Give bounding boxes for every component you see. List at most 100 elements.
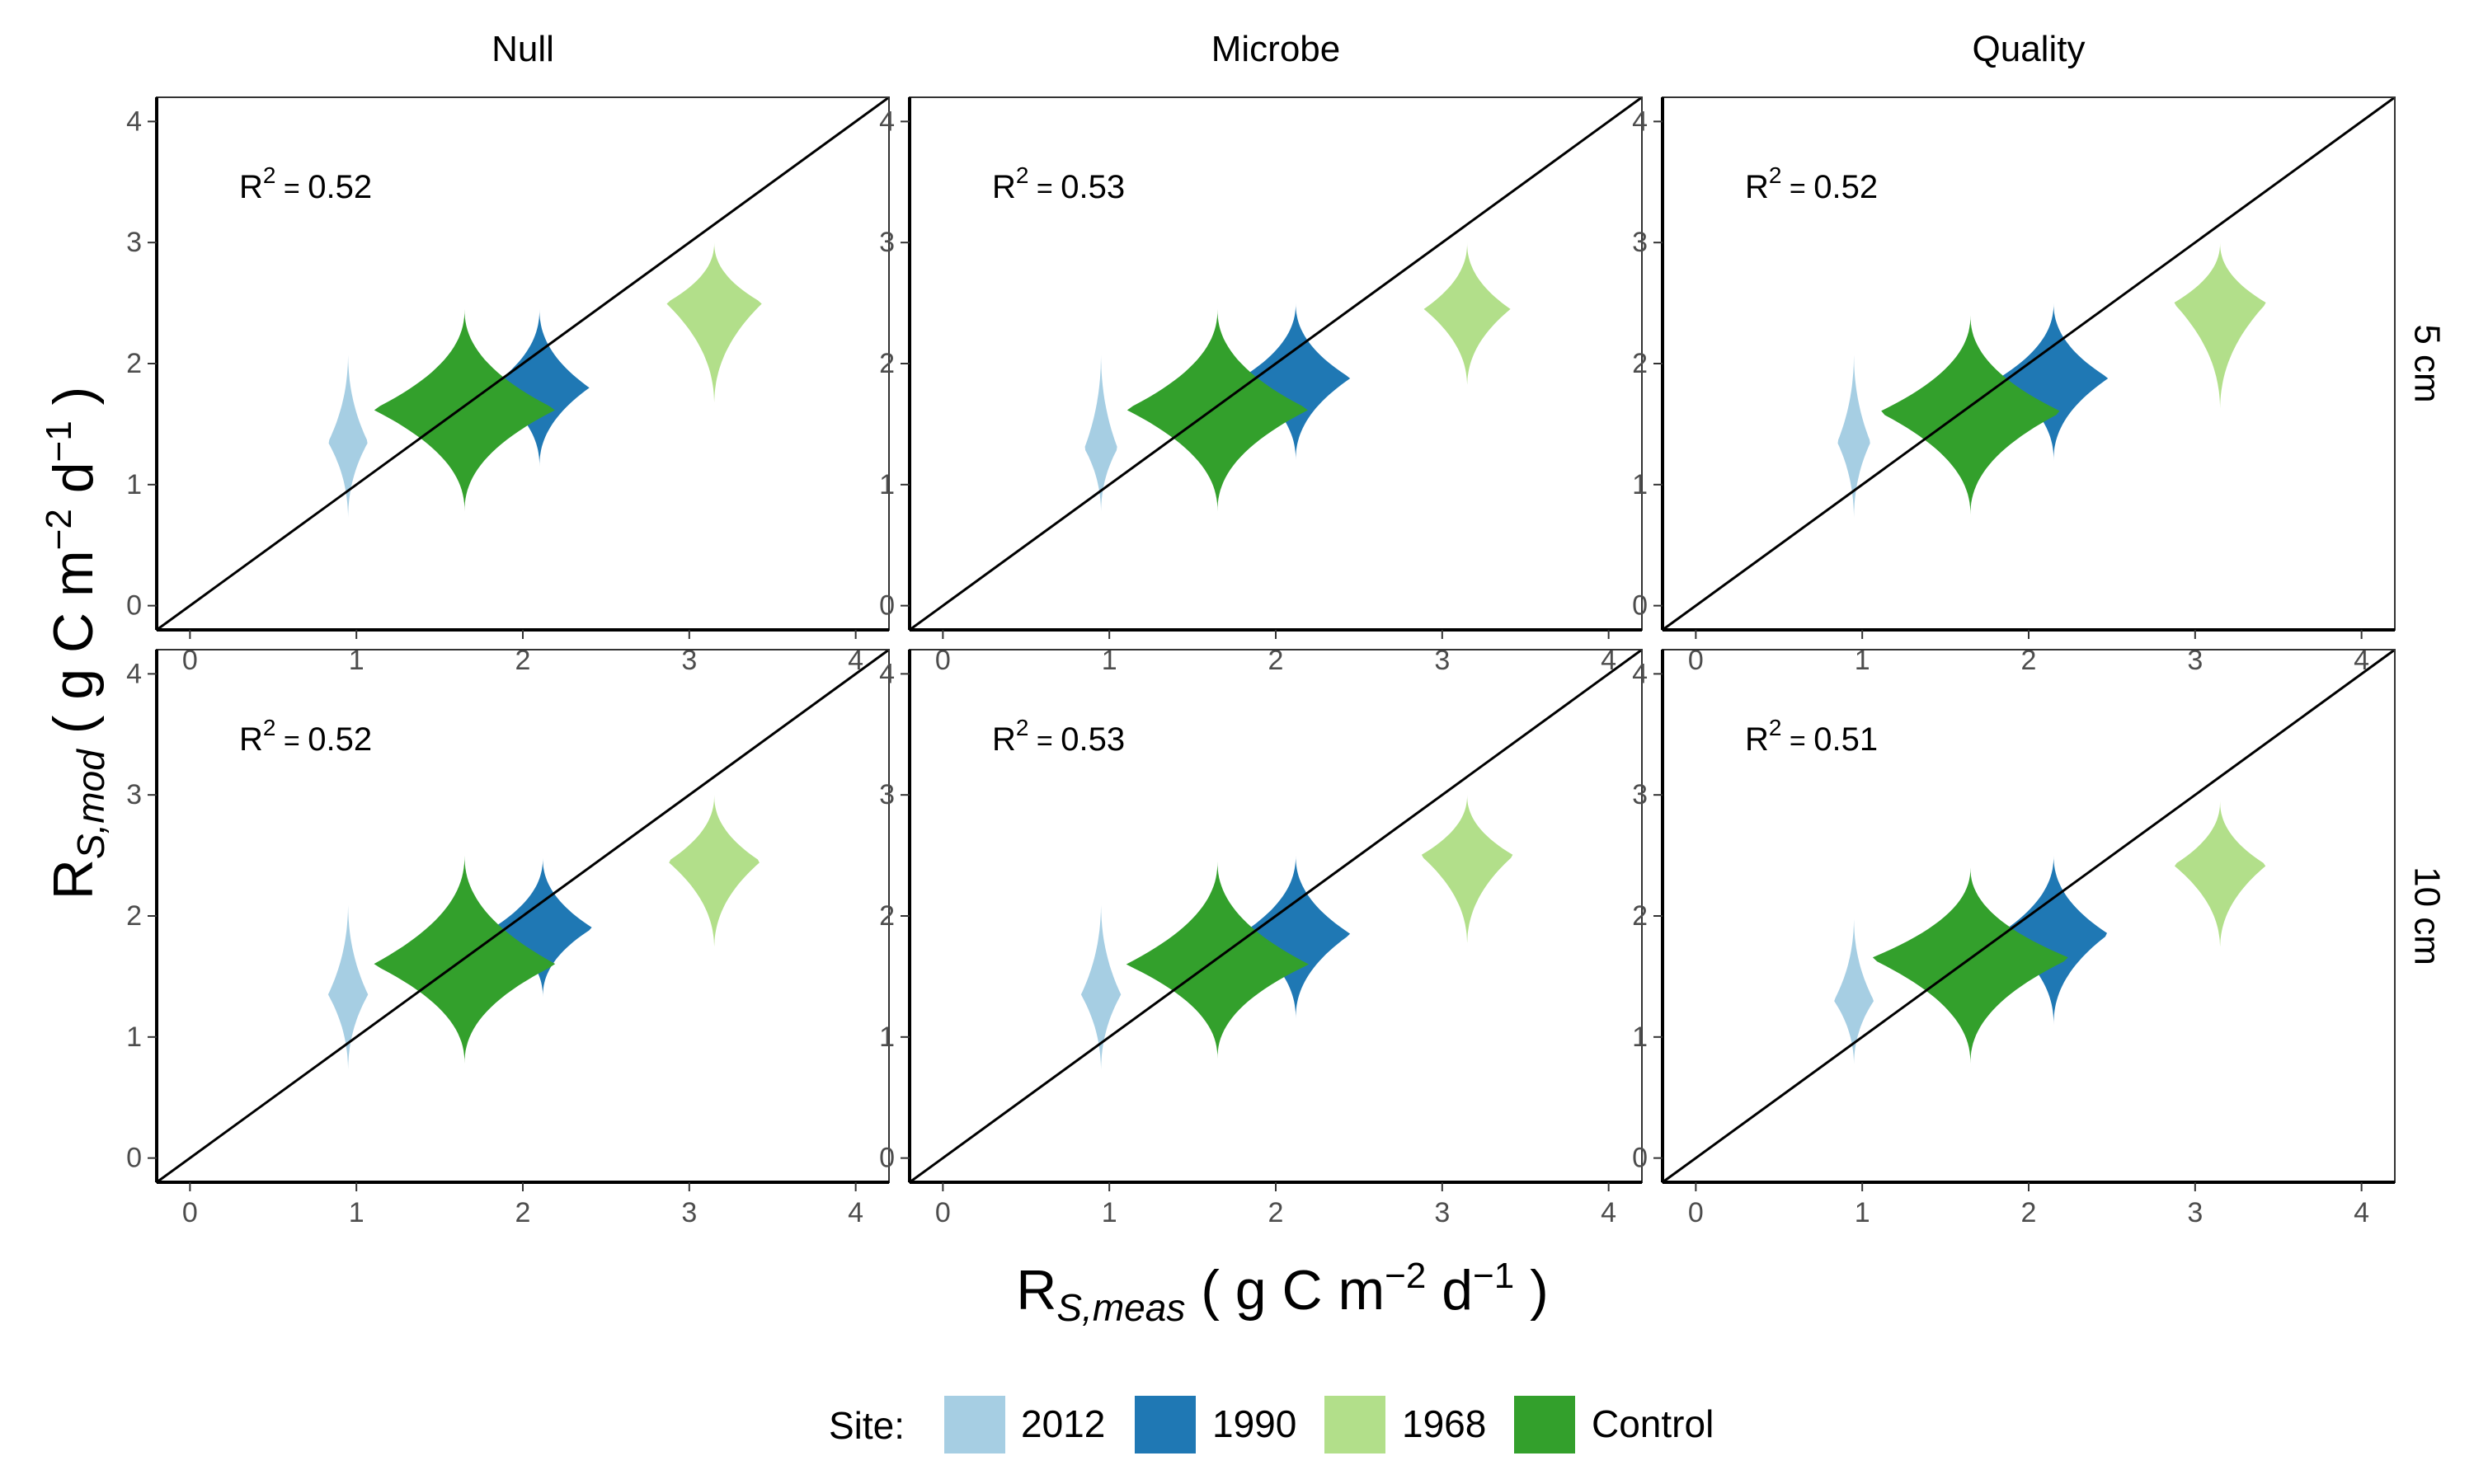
r2-symbol: R bbox=[1745, 721, 1769, 758]
x-tick-label: 0 bbox=[935, 1197, 951, 1228]
plot-area bbox=[1663, 97, 2395, 630]
x-axis-title-exp2: −1 bbox=[1473, 1256, 1514, 1296]
r2-equals: = bbox=[1028, 726, 1061, 757]
violin-control bbox=[1126, 308, 1308, 512]
r2-symbol: R bbox=[992, 169, 1016, 205]
x-tick-label: 4 bbox=[848, 645, 863, 676]
x-axis-title-open: ( g C m bbox=[1185, 1259, 1385, 1322]
violin-1990 bbox=[1999, 303, 2109, 461]
x-tick-label: 1 bbox=[1855, 645, 1870, 676]
plot-area bbox=[157, 650, 889, 1182]
x-axis-title-close: ) bbox=[1514, 1259, 1549, 1322]
x-tick-label: 3 bbox=[681, 1197, 697, 1228]
y-axis-title-mid: d bbox=[42, 462, 105, 509]
violin-control bbox=[1126, 861, 1310, 1059]
y-tick-label: 3 bbox=[1632, 779, 1648, 810]
identity-line bbox=[157, 97, 889, 630]
r2-value: 0.51 bbox=[1813, 721, 1878, 758]
r2-exponent: 2 bbox=[263, 162, 276, 188]
x-tick-label: 4 bbox=[1601, 645, 1616, 676]
y-tick-label: 3 bbox=[126, 779, 142, 810]
y-tick-label: 0 bbox=[1632, 1143, 1648, 1174]
violin-2012 bbox=[1834, 916, 1874, 1068]
strip-label-5-cm: 5 cm bbox=[2406, 324, 2447, 402]
r2-exponent: 2 bbox=[1769, 715, 1782, 740]
y-axis-title: RS,mod ( g C m−2 d−1 ) bbox=[39, 387, 112, 899]
x-tick-label: 2 bbox=[515, 645, 531, 676]
violin-1968 bbox=[1421, 795, 1513, 946]
legend: Site: 2012 1990 1968 Control bbox=[829, 1396, 1714, 1453]
r2-exponent: 2 bbox=[1016, 162, 1029, 188]
y-tick-label: 2 bbox=[1632, 900, 1648, 932]
y-axis-title-open: ( g C m bbox=[42, 550, 105, 749]
r2-annotation: R2 = 0.52 bbox=[239, 715, 372, 758]
r2-annotation: R2 = 0.51 bbox=[1745, 715, 1878, 758]
x-tick-label: 1 bbox=[1102, 1197, 1117, 1228]
strip-label-quality: Quality bbox=[1973, 29, 2086, 69]
x-tick-label: 1 bbox=[349, 645, 365, 676]
violin-1990 bbox=[489, 308, 590, 467]
y-tick-label: 0 bbox=[879, 590, 895, 622]
r2-equals: = bbox=[1028, 173, 1061, 204]
violin-1990 bbox=[1241, 855, 1351, 1019]
legend-key-2012 bbox=[944, 1396, 1005, 1453]
violin-1968 bbox=[1423, 242, 1511, 388]
r2-annotation: R2 = 0.53 bbox=[992, 715, 1125, 758]
r2-symbol: R bbox=[1745, 169, 1769, 205]
y-tick-label: 2 bbox=[879, 348, 895, 379]
r2-value: 0.52 bbox=[1813, 169, 1878, 205]
y-axis-title-exp2: −1 bbox=[39, 420, 79, 462]
x-tick-label: 1 bbox=[1102, 645, 1117, 676]
r2-equals: = bbox=[1781, 173, 1813, 204]
x-tick-label: 3 bbox=[681, 645, 697, 676]
plot-area bbox=[910, 650, 1642, 1182]
r2-equals: = bbox=[275, 173, 308, 204]
y-tick-label: 0 bbox=[1632, 590, 1648, 622]
strip-label-microbe: Microbe bbox=[1211, 29, 1341, 69]
identity-line bbox=[1663, 650, 2395, 1182]
legend-key-1990 bbox=[1135, 1396, 1196, 1453]
x-tick-label: 4 bbox=[2354, 645, 2369, 676]
x-axis-title-main: R bbox=[1016, 1259, 1056, 1322]
plot-area bbox=[910, 97, 1642, 630]
y-tick-label: 4 bbox=[879, 106, 895, 137]
y-tick-label: 4 bbox=[1632, 106, 1648, 137]
y-axis-title-close: ) bbox=[42, 387, 105, 421]
x-tick-label: 2 bbox=[2021, 645, 2037, 676]
violin-1990 bbox=[493, 857, 592, 998]
x-axis-title: RS,meas ( g C m−2 d−1 ) bbox=[1016, 1256, 1548, 1329]
y-tick-label: 2 bbox=[879, 900, 895, 932]
y-axis-title-main: R bbox=[42, 859, 105, 899]
y-tick-label: 3 bbox=[879, 227, 895, 258]
x-tick-label: 1 bbox=[1855, 1197, 1870, 1228]
y-tick-label: 1 bbox=[1632, 469, 1648, 500]
violin-control bbox=[1881, 315, 2060, 515]
x-tick-label: 0 bbox=[182, 645, 198, 676]
y-tick-label: 3 bbox=[1632, 227, 1648, 258]
x-tick-label: 3 bbox=[2187, 1197, 2203, 1228]
x-tick-label: 4 bbox=[1601, 1197, 1616, 1228]
violin-1990 bbox=[1241, 303, 1351, 461]
x-tick-label: 4 bbox=[2354, 1197, 2369, 1228]
r2-value: 0.52 bbox=[308, 169, 372, 205]
y-tick-label: 4 bbox=[126, 658, 142, 689]
violin-1968 bbox=[2175, 801, 2266, 951]
x-tick-label: 0 bbox=[182, 1197, 198, 1228]
x-axis-title-mid: d bbox=[1426, 1259, 1473, 1322]
x-tick-label: 1 bbox=[349, 1197, 365, 1228]
y-tick-label: 0 bbox=[126, 590, 142, 622]
x-tick-label: 2 bbox=[2021, 1197, 2037, 1228]
violin-2012 bbox=[1084, 351, 1117, 515]
y-tick-label: 1 bbox=[126, 1021, 142, 1053]
r2-annotation: R2 = 0.52 bbox=[239, 162, 372, 205]
identity-line bbox=[1663, 97, 2395, 630]
r2-value: 0.53 bbox=[1061, 169, 1125, 205]
y-tick-label: 3 bbox=[879, 779, 895, 810]
violin-control bbox=[1872, 867, 2068, 1064]
